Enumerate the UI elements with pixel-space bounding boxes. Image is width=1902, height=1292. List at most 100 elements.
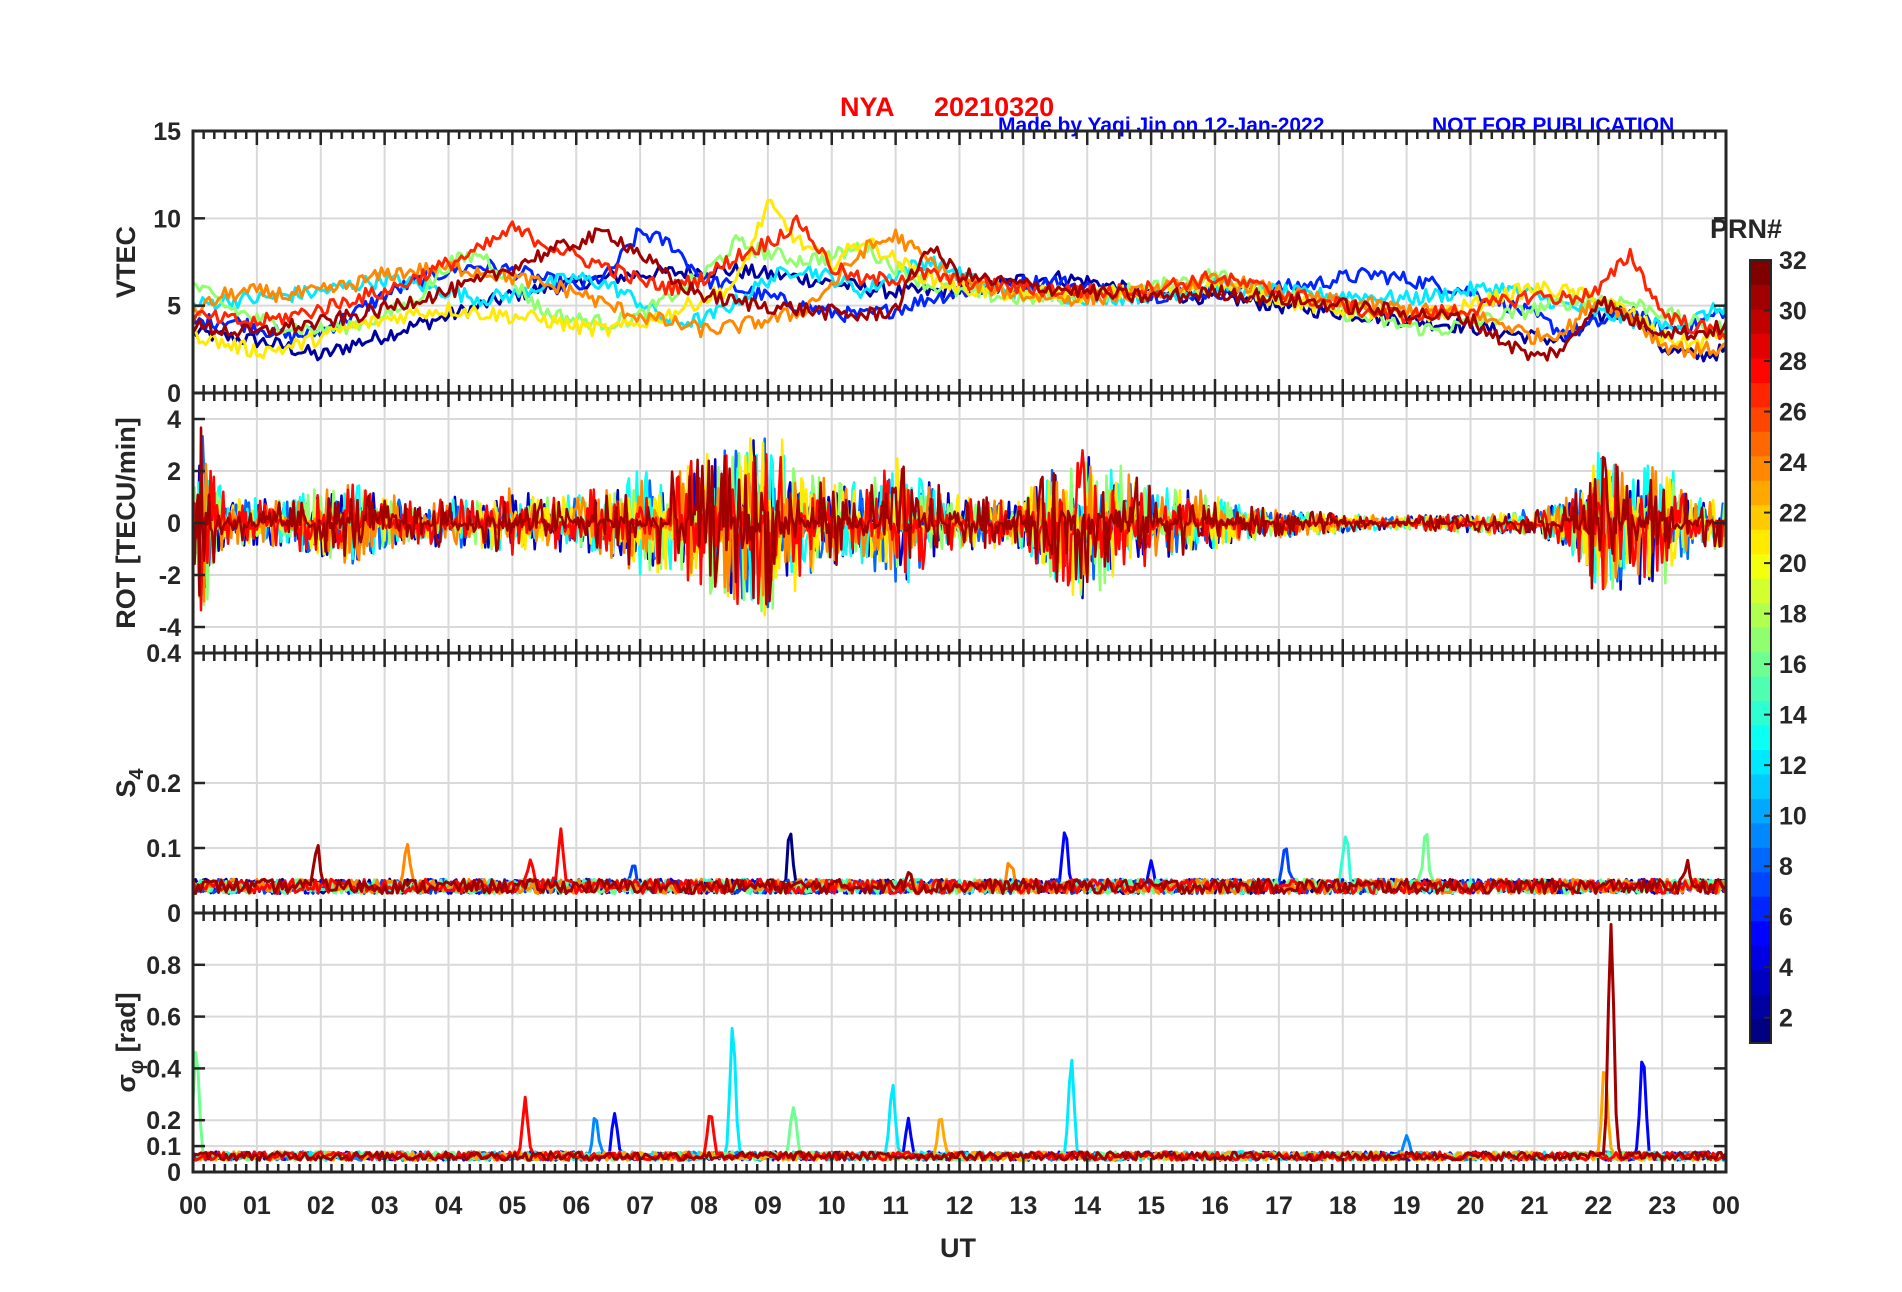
panel-s4-ylabel-sub: 4 — [126, 768, 148, 780]
colorbar-swatch — [1750, 357, 1771, 383]
header-date: 20210320 — [934, 92, 1054, 122]
panel-sigma-ylabel-suffix: [rad] — [111, 992, 141, 1060]
colorbar-swatch — [1750, 945, 1771, 971]
x-tick-label: 05 — [498, 1192, 526, 1220]
colorbar-tick-label: 26 — [1779, 399, 1807, 427]
colorbar-swatch — [1750, 773, 1771, 799]
colorbar-swatch — [1750, 724, 1771, 750]
colorbar-tick-label: 14 — [1779, 702, 1807, 730]
panel-s4-lines — [193, 827, 1726, 895]
panel-sigma-ytick-label: 0.4 — [146, 1055, 181, 1083]
panel-sigma-ylabel-main: σ — [111, 1074, 141, 1092]
panel-sigma-ytick-label: 0 — [167, 1159, 181, 1187]
colorbar-swatch — [1750, 920, 1771, 946]
x-axis: 00 01 02 03 04 05 06 07 08 09 10 11 12 13 14 15 16 17 18 19… — [179, 1192, 1740, 1220]
panel-rot-ytick-label: 4 — [167, 406, 181, 434]
colorbar-swatch — [1750, 260, 1771, 286]
panel-s4-ytick-label: 0.4 — [146, 640, 181, 668]
colorbar-tick-label: 8 — [1779, 853, 1793, 881]
colorbar-swatch — [1750, 529, 1771, 555]
panel-rot-ytick-label: -4 — [159, 614, 181, 642]
panel-rot-lines — [193, 426, 1726, 617]
panel-rot-ytick-label: -2 — [159, 562, 181, 590]
colorbar-tick-label: 16 — [1779, 651, 1807, 679]
x-tick-label: 14 — [1073, 1192, 1101, 1220]
colorbar-swatch — [1750, 822, 1771, 848]
x-tick-label: 01 — [243, 1192, 271, 1220]
colorbar-swatch — [1750, 308, 1771, 335]
colorbar-label: PRN# — [1710, 214, 1782, 244]
s4-series-prn-31 — [193, 844, 1726, 895]
x-tick-label: 00 — [1712, 1192, 1740, 1220]
colorbar-swatch — [1750, 700, 1771, 726]
x-tick-label: 12 — [946, 1192, 974, 1220]
panel-vtec-ytick-label: 10 — [153, 205, 181, 233]
x-tick-label: 22 — [1584, 1192, 1612, 1220]
x-tick-label: 00 — [179, 1192, 207, 1220]
colorbar-swatch — [1750, 284, 1771, 310]
colorbar-swatch — [1750, 675, 1771, 702]
x-tick-label: 19 — [1393, 1192, 1421, 1220]
panel-s4: 0 0.1 0.2 0.4 S4 — [111, 640, 1728, 928]
colorbar-swatch — [1750, 553, 1771, 579]
panel-sigma-ylabel: σφ [rad] — [111, 992, 148, 1092]
colorbar-swatch — [1750, 504, 1771, 530]
x-tick-label: 07 — [626, 1192, 654, 1220]
colorbar-tick-label: 30 — [1779, 298, 1807, 326]
x-tick-label: 13 — [1009, 1192, 1037, 1220]
rot-series-prn-31 — [193, 426, 1726, 606]
x-tick-label: 09 — [754, 1192, 782, 1220]
x-tick-label: 18 — [1329, 1192, 1357, 1220]
colorbar-tick-label: 22 — [1779, 500, 1807, 528]
panel-vtec-ytick-label: 15 — [153, 118, 181, 146]
colorbar-tick-label: 12 — [1779, 752, 1807, 780]
panel-s4-ylabel-main: S — [111, 780, 141, 798]
panel-rot-xticks — [191, 393, 1728, 653]
colorbar-tick-label: 20 — [1779, 550, 1807, 578]
colorbar-tick-label: 18 — [1779, 601, 1807, 629]
panel-s4-ytick-label: 0.1 — [146, 835, 181, 863]
colorbar-swatch — [1750, 651, 1771, 677]
colorbar-swatch — [1750, 896, 1771, 922]
colorbar-swatch — [1750, 480, 1771, 506]
x-tick-label: 23 — [1648, 1192, 1676, 1220]
vtec-series-prn-31 — [193, 227, 1726, 362]
x-tick-label: 08 — [690, 1192, 718, 1220]
colorbar-swatch — [1750, 994, 1771, 1020]
colorbar-swatch — [1750, 847, 1771, 873]
panel-sigma-xticks — [191, 913, 1728, 1172]
colorbar-swatch — [1750, 382, 1771, 408]
x-tick-label: 06 — [562, 1192, 590, 1220]
panel-sigma: 00.10.2 0.4 0.6 0.8 σφ [rad] — [111, 911, 1728, 1187]
panel-sigma-ytick-label: 0.1 — [146, 1133, 181, 1161]
x-tick-label: 21 — [1520, 1192, 1548, 1220]
panel-vtec-ylabel-main: VTEC — [111, 226, 141, 298]
colorbar-swatch — [1750, 578, 1771, 604]
panel-rot-ylabel-main: ROT [TECU/min] — [111, 417, 141, 628]
colorbar-tick-label: 32 — [1779, 247, 1807, 275]
panel-rot: -4 -2 0 2 4 ROT [TECU/min] — [111, 391, 1728, 655]
x-tick-label: 20 — [1457, 1192, 1485, 1220]
panel-sigma-ytick-label: 0.8 — [146, 952, 181, 980]
x-tick-label: 15 — [1137, 1192, 1165, 1220]
panel-s4-ytick-label: 0 — [167, 900, 181, 928]
x-tick-label: 16 — [1201, 1192, 1229, 1220]
panel-vtec: 0 5 10 15 VTEC — [111, 118, 1728, 408]
colorbar-tick-label: 24 — [1779, 449, 1807, 477]
colorbar-frame — [1749, 259, 1772, 1044]
panel-vtec-ylabel: VTEC — [111, 226, 141, 298]
colorbar-swatch — [1750, 749, 1771, 775]
panel-s4-grid — [193, 653, 1726, 913]
colorbar-tick-label: 28 — [1779, 348, 1807, 376]
colorbar-swatch — [1750, 798, 1771, 824]
colorbar-tick-label: 6 — [1779, 904, 1793, 932]
x-tick-label: 03 — [371, 1192, 399, 1220]
panel-sigma-grid — [193, 913, 1726, 1172]
x-tick-label: 17 — [1265, 1192, 1293, 1220]
x-tick-label: 02 — [307, 1192, 335, 1220]
colorbar-swatch — [1750, 627, 1771, 653]
panel-rot-ytick-label: 2 — [167, 458, 181, 486]
panel-vtec-ytick-label: 0 — [167, 380, 181, 408]
x-axis-label: UT — [940, 1233, 976, 1263]
